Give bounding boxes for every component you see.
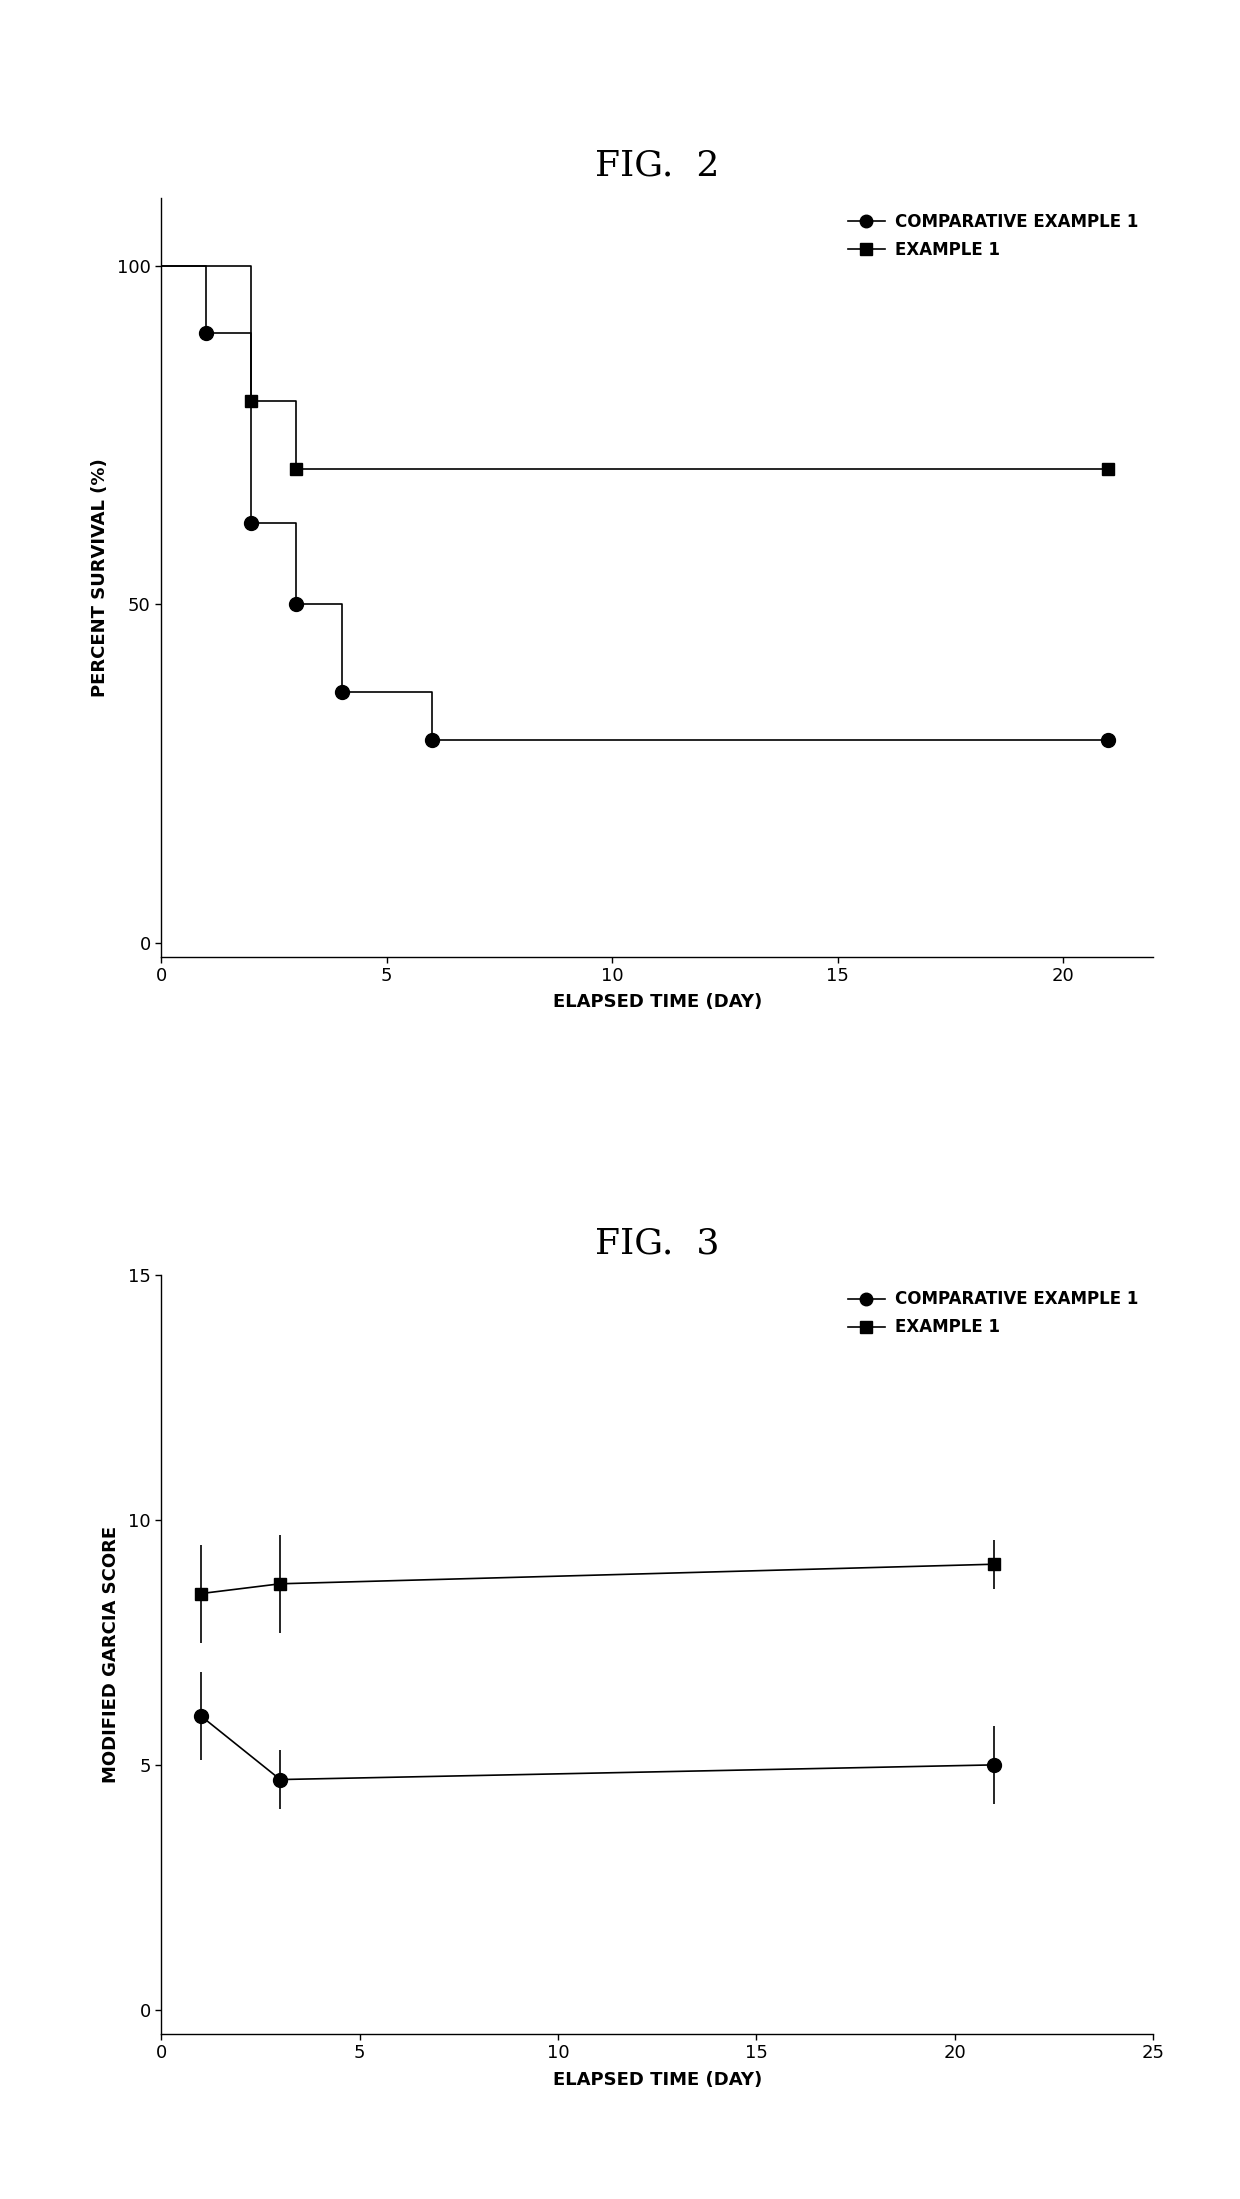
Legend: COMPARATIVE EXAMPLE 1, EXAMPLE 1: COMPARATIVE EXAMPLE 1, EXAMPLE 1 [842, 207, 1145, 266]
Title: FIG.  3: FIG. 3 [595, 1227, 719, 1260]
Y-axis label: PERCENT SURVIVAL (%): PERCENT SURVIVAL (%) [91, 457, 109, 697]
Legend: COMPARATIVE EXAMPLE 1, EXAMPLE 1: COMPARATIVE EXAMPLE 1, EXAMPLE 1 [842, 1284, 1145, 1344]
Title: FIG.  2: FIG. 2 [595, 150, 719, 183]
X-axis label: ELAPSED TIME (DAY): ELAPSED TIME (DAY) [553, 2071, 761, 2089]
X-axis label: ELAPSED TIME (DAY): ELAPSED TIME (DAY) [553, 994, 761, 1012]
Y-axis label: MODIFIED GARCIA SCORE: MODIFIED GARCIA SCORE [102, 1526, 119, 1783]
